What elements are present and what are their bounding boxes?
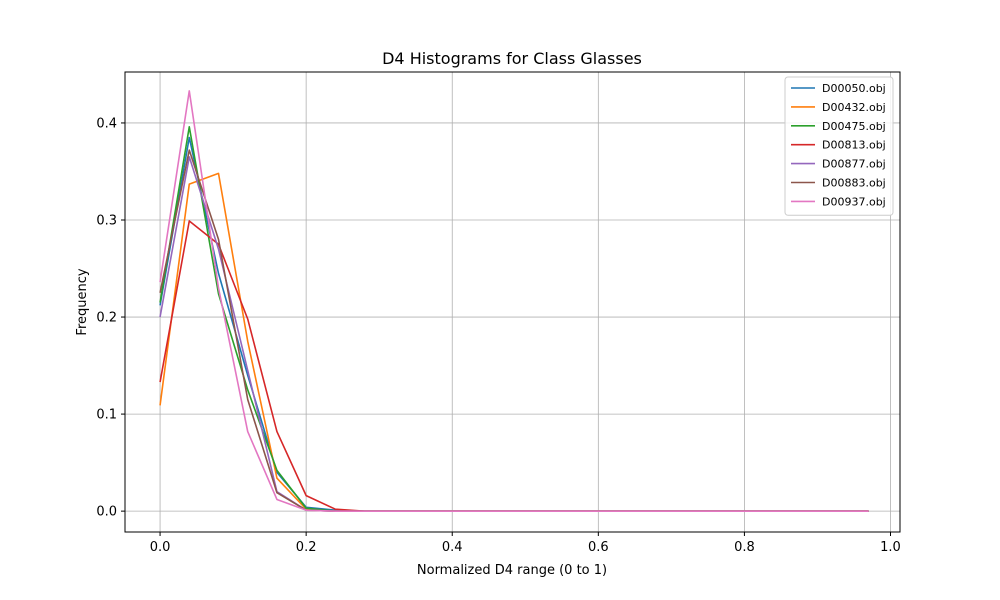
- x-tick-label: 0.0: [150, 540, 171, 555]
- y-tick-label: 0.1: [96, 408, 117, 423]
- x-axis-title: Normalized D4 range (0 to 1): [417, 563, 607, 578]
- x-tick-label: 0.4: [442, 540, 463, 555]
- x-tick-label: 0.2: [296, 540, 317, 555]
- legend-label: D00813.obj: [822, 139, 886, 152]
- legend-label: D00475.obj: [822, 120, 886, 133]
- series-line-d00937-obj: [159, 90, 869, 512]
- legend-label: D00432.obj: [822, 101, 886, 114]
- legend-label: D00937.obj: [822, 195, 886, 208]
- plot-area-frame: [124, 71, 901, 533]
- legend-label: D00883.obj: [822, 177, 886, 190]
- legend-label: D00050.obj: [822, 82, 886, 95]
- x-tick-label: 0.8: [734, 540, 755, 555]
- legend-label: D00877.obj: [822, 158, 886, 171]
- y-tick-label: 0.4: [96, 116, 117, 131]
- axis-ticks: 0.0 0.2 0.4 0.6 0.8 1.0 0.0 0.1 0.2 0.3 0.4: [96, 116, 901, 555]
- series-lines: [159, 90, 869, 512]
- y-tick-label: 0.3: [96, 213, 117, 228]
- chart-title: D4 Histograms for Class Glasses: [382, 49, 642, 68]
- legend-box: [784, 76, 894, 216]
- y-axis-title: Frequency: [75, 268, 90, 335]
- y-tick-label: 0.0: [96, 505, 117, 520]
- legend: D00050.obj D00432.obj D00475.obj D00813.obj…: [784, 76, 894, 216]
- x-tick-label: 0.6: [588, 540, 609, 555]
- y-tick-label: 0.2: [96, 311, 117, 326]
- x-tick-label: 1.0: [880, 540, 901, 555]
